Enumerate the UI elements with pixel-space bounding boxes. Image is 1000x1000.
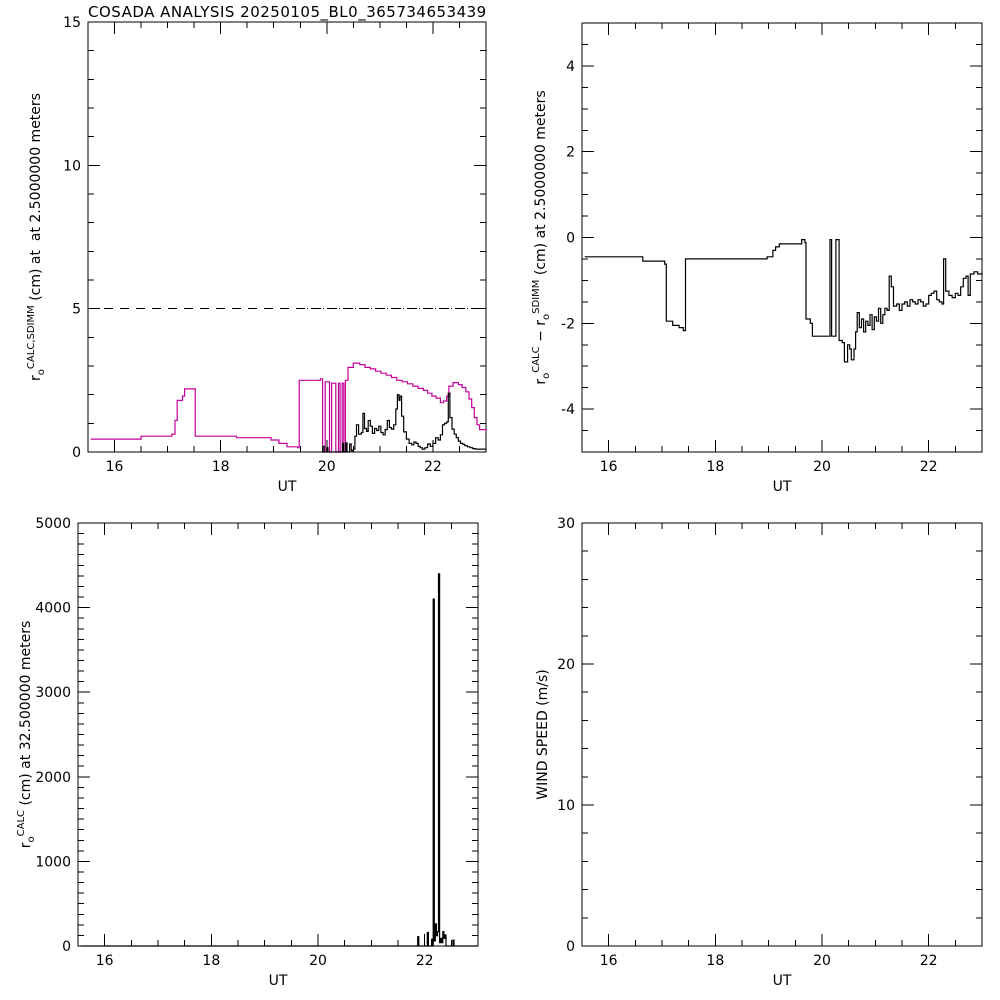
x-tick-label: 20 [318, 459, 336, 475]
series-line [321, 392, 487, 453]
x-tick-label: 22 [416, 953, 434, 969]
x-tick-label: 16 [600, 953, 618, 969]
x-tick-label: 16 [600, 459, 618, 475]
x-tick-label: 16 [106, 459, 124, 475]
axis-box [87, 21, 487, 453]
y-tick-label: 0 [566, 939, 575, 955]
y-tick-label: 0 [566, 231, 575, 247]
x-tick-label: 18 [212, 459, 230, 475]
axis-ticks [88, 21, 486, 453]
y-tick-label: 4000 [35, 601, 71, 617]
y-axis-label: roCALC (cm) at 32.500000 meters [16, 621, 37, 849]
x-axis-label: UT [278, 479, 297, 495]
x-tick-label: 22 [920, 953, 938, 969]
axis-ticks [582, 522, 982, 947]
x-axis-label: UT [269, 973, 288, 989]
series-line [584, 239, 983, 363]
y-tick-label: 0 [62, 939, 71, 955]
figure-title: COSADA ANALYSIS 20250105_BL0_36573465343… [88, 3, 487, 21]
x-tick-label: 18 [706, 459, 724, 475]
y-tick-label: 15 [63, 15, 81, 31]
y-tick-label: 0 [72, 445, 81, 461]
axis-box [581, 22, 983, 453]
axis-box [77, 522, 479, 947]
y-tick-label: 2 [566, 145, 575, 161]
chart-r0-calc-32p5m: 16 18 20 22 0 1000 2000 3000 4000 5000 UT roCALC (c… [16, 516, 479, 989]
y-axis-label: roCALC,SDIMM (cm) at at 2.5000000 meters [26, 93, 47, 381]
y-tick-label: 2000 [35, 770, 71, 786]
chart-wind-speed: 16 18 20 22 0 10 20 30 UT WIND SPEED (m/s) [535, 516, 983, 989]
series-line [80, 573, 478, 947]
y-tick-label: 1000 [35, 854, 71, 870]
x-tick-label: 20 [813, 459, 831, 475]
y-tick-label: 10 [557, 798, 575, 814]
axis-ticks [582, 23, 982, 452]
axis-box [581, 522, 983, 947]
x-tick-label: 18 [706, 953, 724, 969]
y-tick-label: 5 [72, 302, 81, 318]
x-tick-label: 20 [813, 953, 831, 969]
x-tick-label: 18 [202, 953, 220, 969]
y-tick-label: 3000 [35, 685, 71, 701]
y-tick-label: 5000 [35, 516, 71, 532]
y-tick-label: 30 [557, 516, 575, 532]
y-tick-label: 20 [557, 657, 575, 673]
y-tick-label: -4 [561, 402, 575, 418]
y-tick-label: -2 [561, 316, 575, 332]
series-line [90, 362, 487, 453]
y-tick-label: 10 [63, 158, 81, 174]
x-tick-label: 22 [424, 459, 442, 475]
x-tick-label: 22 [920, 459, 938, 475]
x-tick-label: 16 [96, 953, 114, 969]
y-axis-label: WIND SPEED (m/s) [535, 669, 551, 800]
x-axis-label: UT [773, 479, 792, 495]
x-tick-label: 20 [309, 953, 327, 969]
chart-r0-difference-2p5m: 16 18 20 22 -4 -2 0 2 4 UT roCALC − roSDIMM (cm) a… [531, 22, 983, 495]
y-axis-label: roCALC − roSDIMM (cm) at 2.5000000 meter… [531, 90, 552, 384]
x-axis-label: UT [773, 973, 792, 989]
y-tick-label: 4 [566, 59, 575, 75]
chart-r0-calc-sdimm-2p5m: 16 18 20 22 0 5 10 15 UT roCALC,SDIMM (cm) at at … [26, 15, 487, 495]
axis-ticks [78, 522, 478, 947]
